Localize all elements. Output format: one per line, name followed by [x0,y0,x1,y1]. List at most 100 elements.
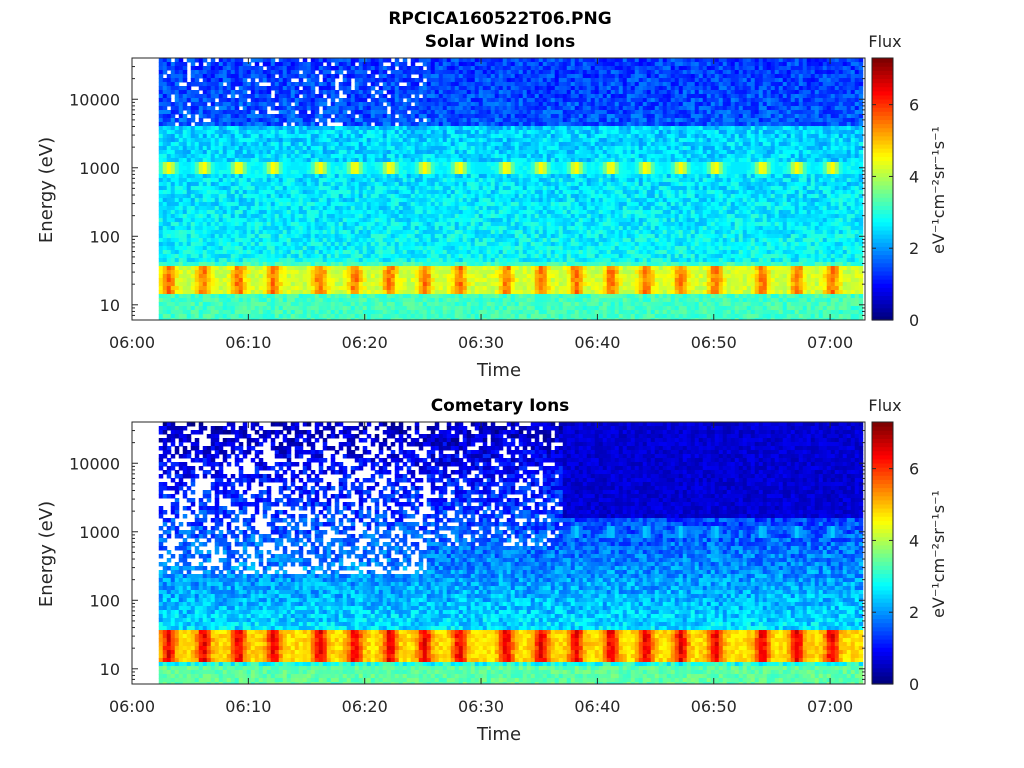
spectrogram-cell [443,74,448,79]
spectrogram-cell [399,150,404,155]
spectrogram-cell [455,302,460,307]
spectrogram-cell [423,126,428,131]
spectrogram-cell [291,90,296,95]
spectrogram-cell [307,278,312,283]
spectrogram-cell [203,138,208,143]
spectrogram-cell [291,142,296,147]
spectrogram-cell [415,218,420,223]
spectrogram-cell [179,126,184,131]
spectrogram-cell [435,122,440,127]
spectrogram-cell [339,170,344,175]
spectrogram-cell [347,266,352,271]
spectrogram-cell [419,254,424,259]
spectrogram-cell [343,226,348,231]
spectrogram-cell [359,286,364,291]
spectrogram-cell [455,74,460,79]
spectrogram-cell [411,278,416,283]
spectrogram-cell [439,146,444,151]
spectrogram-cell [443,150,448,155]
spectrogram-cell [415,182,420,187]
spectrogram-cell [223,234,228,239]
spectrogram-cell [467,250,472,255]
spectrogram-cell [327,82,332,87]
spectrogram-cell [239,98,244,103]
spectrogram-cell [231,194,236,199]
spectrogram-cell [435,142,440,147]
spectrogram-cell [467,298,472,303]
spectrogram-cell [391,174,396,179]
spectrogram-cell [447,246,452,251]
spectrogram-cell [299,78,304,83]
spectrogram-cell [263,166,268,171]
spectrogram-cell [423,174,428,179]
spectrogram-cell [319,186,324,191]
spectrogram-cell [275,114,280,119]
spectrogram-cell [367,242,372,247]
spectrogram-cell [275,230,280,235]
spectrogram-cell [259,310,264,315]
spectrogram-cell [363,178,368,183]
spectrogram-cell [403,258,408,263]
spectrogram-cell [423,286,428,291]
spectrogram-cell [187,226,192,231]
spectrogram-cell [463,266,468,271]
spectrogram-cell [207,98,212,103]
spectrogram-cell [271,102,276,107]
spectrogram-cell [367,90,372,95]
spectrogram-cell [203,298,208,303]
spectrogram-cell [283,214,288,219]
spectrogram-cell [279,146,284,151]
spectrogram-cell [391,86,396,91]
spectrogram-cell [215,134,220,139]
spectrogram-cell [403,130,408,135]
spectrogram-cell [315,182,320,187]
spectrogram-cell [331,186,336,191]
spectrogram-cell [311,286,316,291]
spectrogram-cell [287,306,292,311]
spectrogram-cell [263,278,268,283]
spectrogram-cell [379,266,384,271]
spectrogram-cell [267,134,272,139]
spectrogram-cell [271,218,276,223]
spectrogram-cell [207,114,212,119]
spectrogram-cell [347,162,352,167]
spectrogram-cell [275,226,280,231]
spectrogram-cell [443,82,448,87]
spectrogram-cell [295,146,300,151]
spectrogram-cell [199,162,204,167]
spectrogram-cell [431,86,436,91]
spectrogram-cell [299,306,304,311]
spectrogram-cell [195,282,200,287]
spectrogram-cell [271,290,276,295]
spectrogram-cell [407,194,412,199]
spectrogram-cell [279,194,284,199]
spectrogram-cell [395,206,400,211]
spectrogram-cell [411,142,416,147]
spectrogram-cell [395,174,400,179]
spectrogram-cell [267,298,272,303]
spectrogram-cell [339,314,344,319]
spectrogram-cell [339,186,344,191]
spectrogram-cell [419,290,424,295]
spectrogram-cell [363,214,368,219]
spectrogram-cell [255,214,260,219]
spectrogram-cell [231,90,236,95]
spectrogram-cell [351,242,356,247]
spectrogram-cell [319,62,324,67]
spectrogram-cell [415,154,420,159]
spectrogram-cell [291,266,296,271]
spectrogram-cell [335,126,340,131]
spectrogram-cell [367,294,372,299]
spectrogram-cell [307,226,312,231]
spectrogram-cell [231,234,236,239]
spectrogram-cell [231,182,236,187]
spectrogram-cell [387,310,392,315]
spectrogram-cell [287,266,292,271]
spectrogram-cell [447,118,452,123]
spectrogram-cell [347,130,352,135]
spectrogram-cell [183,90,188,95]
spectrogram-cell [195,262,200,267]
spectrogram-cell [243,126,248,131]
spectrogram-cell [187,118,192,123]
spectrogram-cell [199,126,204,131]
